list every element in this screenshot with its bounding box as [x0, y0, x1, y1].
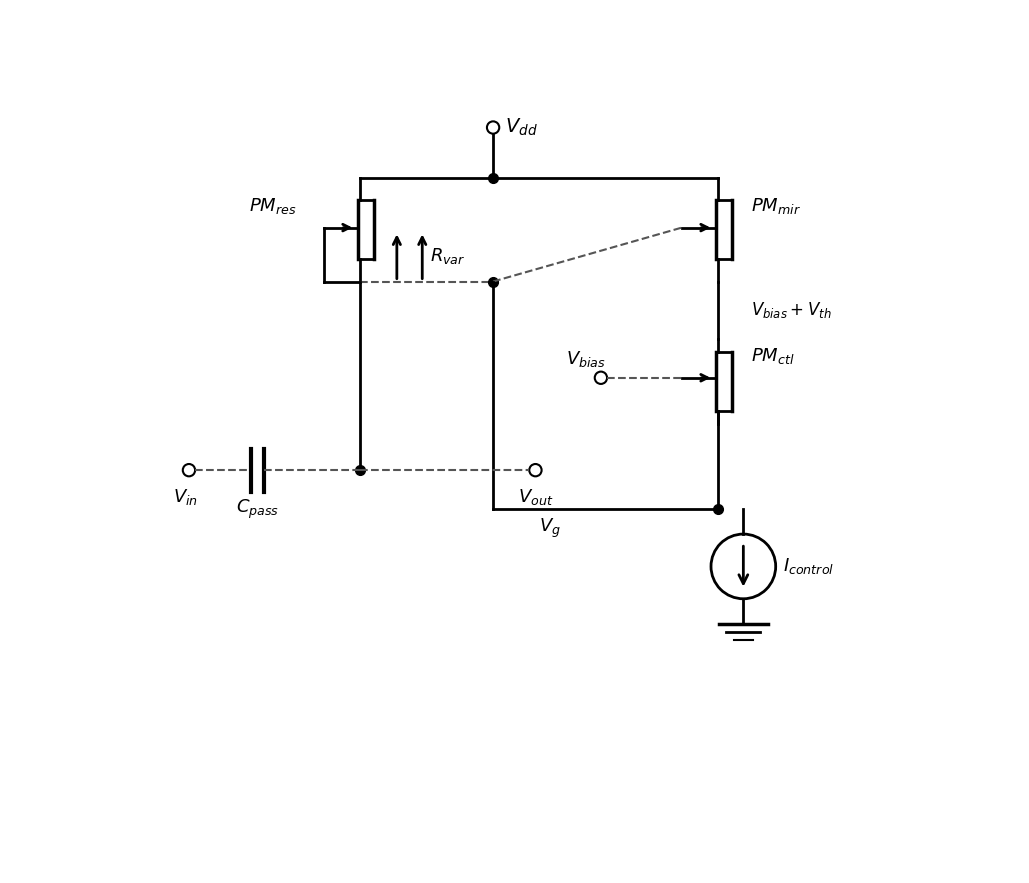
Text: $PM_{mir}$: $PM_{mir}$	[751, 196, 801, 216]
Text: $R_{var}$: $R_{var}$	[430, 246, 465, 267]
Text: $V_{g}$: $V_{g}$	[539, 517, 561, 540]
Text: $V_{out}$: $V_{out}$	[518, 487, 554, 507]
Text: $C_{pass}$: $C_{pass}$	[236, 498, 279, 521]
Text: $PM_{ctl}$: $PM_{ctl}$	[751, 346, 794, 366]
Text: $V_{dd}$: $V_{dd}$	[504, 117, 537, 138]
Text: $PM_{res}$: $PM_{res}$	[249, 196, 296, 216]
Text: $I_{control}$: $I_{control}$	[783, 556, 835, 577]
Text: $V_{bias}$: $V_{bias}$	[566, 349, 605, 368]
Text: $V_{in}$: $V_{in}$	[173, 487, 198, 507]
Text: $V_{bias}+V_{th}$: $V_{bias}+V_{th}$	[751, 300, 831, 321]
